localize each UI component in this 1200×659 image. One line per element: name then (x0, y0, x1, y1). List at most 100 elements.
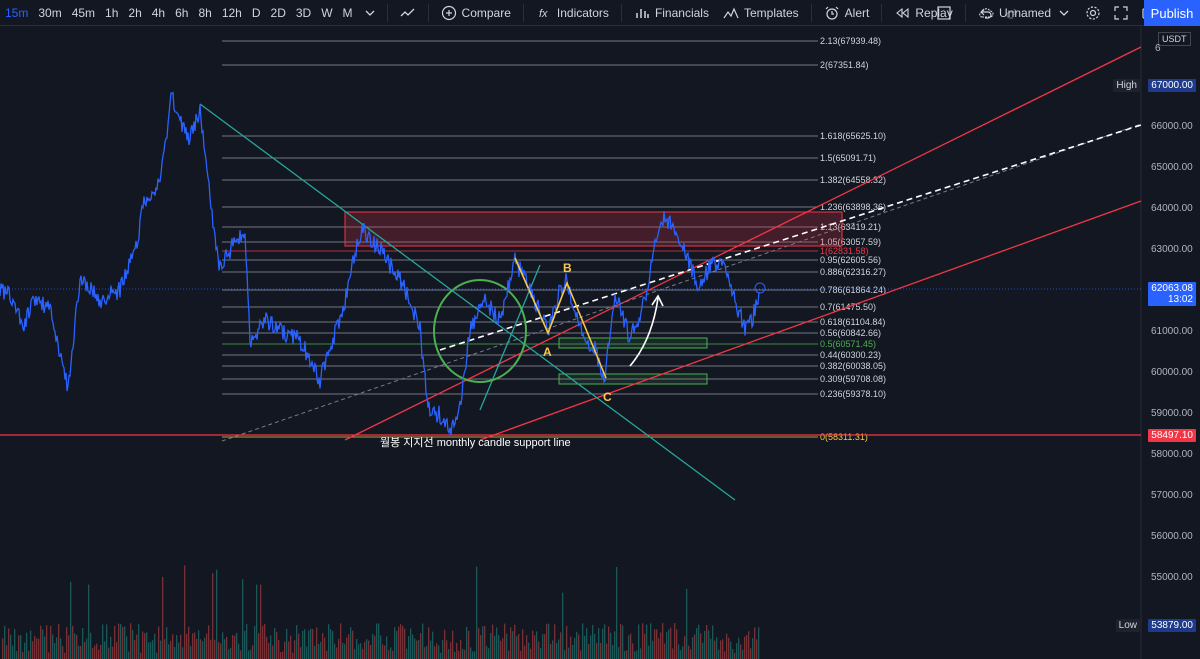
channel-lower-line[interactable] (479, 200, 1142, 441)
fib-level-label: 0.382(60038.05) (820, 361, 886, 371)
volume-bar (308, 630, 310, 659)
volume-bar (666, 631, 668, 659)
volume-bar (272, 645, 274, 659)
descending-trendline[interactable] (199, 103, 736, 501)
timeframe-w[interactable]: W (321, 5, 333, 20)
volume-bar (334, 643, 336, 659)
volume-bar (708, 630, 710, 659)
fib-level-label: 0.886(62316.27) (820, 267, 886, 277)
volume-bar (522, 629, 524, 659)
volume-bar (616, 566, 618, 659)
chart-type-button[interactable] (393, 0, 423, 26)
publish-button[interactable]: Publish (1144, 0, 1200, 26)
indicators-button[interactable]: fx Indicators (529, 0, 616, 26)
fullscreen-button[interactable] (1107, 0, 1135, 26)
volume-bar (76, 634, 78, 659)
ascending-trendline[interactable] (479, 264, 541, 411)
alert-button[interactable]: Alert (817, 0, 877, 26)
volume-bar (136, 634, 138, 659)
volume-bar (438, 645, 440, 659)
volume-bar (394, 627, 396, 659)
volume-bar (406, 648, 408, 659)
volume-bar (510, 627, 512, 659)
divider (810, 3, 812, 22)
settings-button[interactable] (1079, 0, 1107, 26)
volume-bar (588, 643, 590, 659)
channel-midline-gray[interactable] (221, 123, 1142, 442)
volume-bar (178, 642, 180, 659)
bar-chart-icon (634, 5, 650, 21)
chart-pane[interactable]: 2.13(67939.48) 2(67351.84) 1.618(65625.10)… (0, 27, 1200, 659)
timeframe-1h[interactable]: 1h (105, 5, 119, 20)
support-annotation[interactable]: 월봉 지지선 monthly candle support line (380, 436, 571, 449)
channel-upper-line[interactable] (344, 46, 1142, 441)
fib-level-label: 0.236(59378.10) (820, 389, 886, 399)
volume-bar (4, 625, 6, 659)
volume-bar (418, 639, 420, 659)
volume-bar (526, 635, 528, 659)
volume-bar (244, 630, 246, 659)
timeframe-45m[interactable]: 45m (71, 5, 96, 20)
timeframe-m[interactable]: M (342, 5, 353, 20)
gear-icon (1085, 5, 1101, 21)
timeframe-6h[interactable]: 6h (175, 5, 189, 20)
timeframe-dropdown[interactable] (358, 0, 382, 26)
timeframe-12h[interactable]: 12h (221, 5, 242, 20)
volume-bar (632, 643, 634, 659)
channel-midline-white[interactable] (439, 124, 1142, 351)
volume-bar (476, 566, 478, 659)
volume-bar (530, 648, 532, 659)
axis-tick-top: 6 (1155, 43, 1161, 54)
pattern-circle[interactable] (433, 279, 527, 383)
volume-bar (318, 644, 320, 659)
layout-button[interactable] (928, 0, 960, 26)
redo-button[interactable] (999, 0, 1027, 26)
volume-bar (422, 623, 424, 659)
volume-bar (654, 629, 656, 659)
volume-bar (238, 643, 240, 659)
fib-retracement[interactable]: 2.13(67939.48) 2(67351.84) 1.618(65625.10)… (222, 36, 886, 442)
volume-bar (600, 642, 602, 659)
fib-level-label: 0.44(60300.23) (820, 350, 881, 360)
timeframe-4h[interactable]: 4h (151, 5, 166, 20)
volume-bar (106, 624, 108, 659)
compare-button[interactable]: Compare (434, 0, 518, 26)
volume-bar (516, 636, 518, 659)
volume-bar (730, 641, 732, 659)
volume-bar (444, 629, 446, 659)
volume-bar (674, 623, 676, 659)
timeframe-2d[interactable]: 2D (270, 5, 286, 20)
timeframe-8h[interactable]: 8h (198, 5, 212, 20)
volume-bar (362, 648, 364, 659)
volume-bar (296, 625, 298, 659)
save-layout-button[interactable]: Unnamed (971, 0, 1079, 26)
volume-bar (198, 630, 200, 659)
timeframe-3d[interactable]: 3D (295, 5, 312, 20)
currency-badge[interactable]: USDT (1158, 32, 1191, 46)
templates-button[interactable]: Templates (716, 0, 806, 26)
volume-bar (594, 633, 596, 659)
projection-arrow[interactable] (629, 297, 659, 367)
divider (620, 3, 622, 22)
timeframe-d[interactable]: D (251, 5, 261, 20)
resistance-zone[interactable] (344, 211, 843, 247)
axis-tick: 61000.00 (1151, 326, 1193, 337)
volume-bar (368, 640, 370, 659)
timeframe-2h[interactable]: 2h (128, 5, 142, 20)
volume-bar (434, 646, 436, 659)
volume-bar (264, 624, 266, 659)
volume-bar (604, 624, 606, 659)
volume-bar (682, 646, 684, 659)
support-zone-lower[interactable] (558, 373, 708, 385)
financials-button[interactable]: Financials (627, 0, 716, 26)
replay-button[interactable]: Replay (887, 0, 959, 26)
volume-bar (82, 627, 84, 659)
timeframe-15m[interactable]: 15m (5, 5, 29, 20)
price-chart[interactable]: 2.13(67939.48) 2(67351.84) 1.618(65625.10)… (0, 27, 1200, 659)
volume-bar (552, 640, 554, 659)
support-zone-upper[interactable] (558, 337, 708, 349)
volume-bar (680, 650, 682, 659)
abc-wave-lines[interactable] (514, 257, 607, 379)
timeframe-30m[interactable]: 30m (38, 5, 62, 20)
volume-bar (182, 647, 184, 659)
